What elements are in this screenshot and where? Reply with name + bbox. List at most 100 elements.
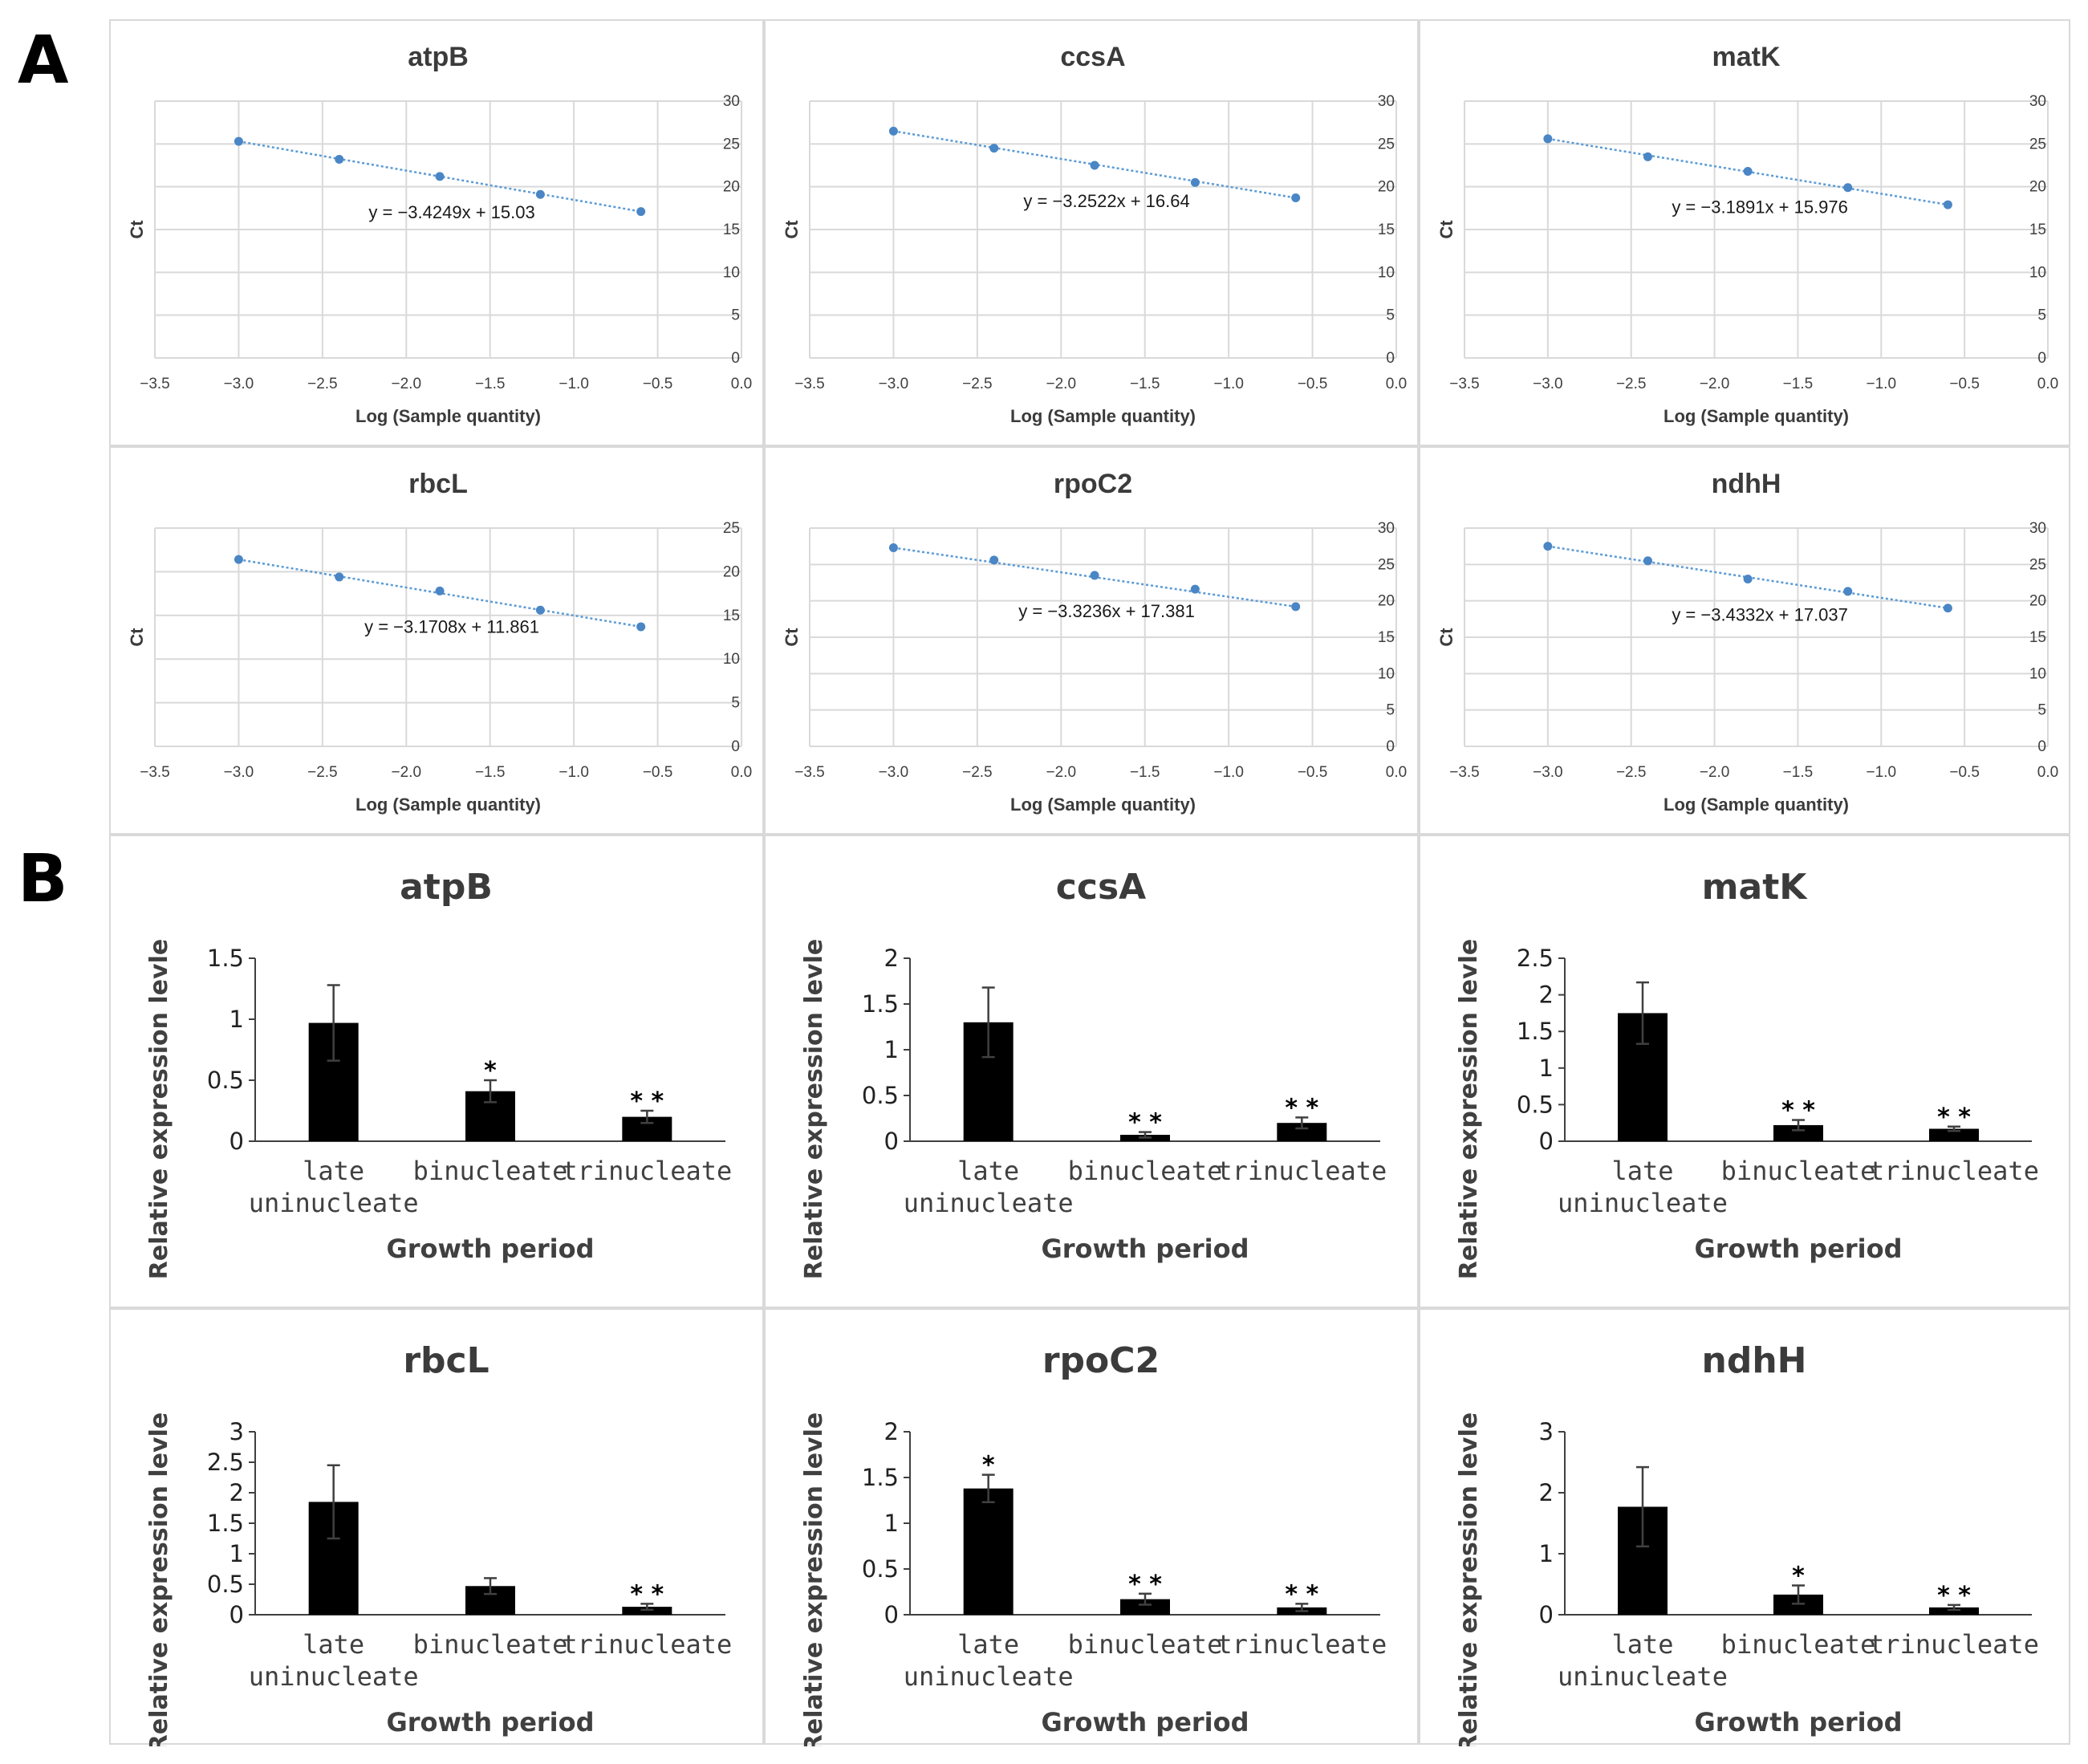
data-point (888, 543, 898, 552)
chart-svg: matK 0 5 10 15 20 25 30 −3.5 −3.0 −2.5 −2.0 −1.5 −1.0… (1436, 42, 2058, 426)
chart-title: atpB (400, 867, 493, 908)
x-axis-title: Growth period (1041, 1234, 1249, 1264)
y-tick-label: 1.5 (862, 1464, 899, 1491)
y-tick-label: 0.5 (207, 1067, 244, 1094)
chart-a-rpoc2: rpoC2 0 5 10 15 20 25 30 −3.5 −3.0 −2.5 −2.0 −1.5 −1.… (764, 446, 1419, 835)
significance-mark: * * (1937, 1582, 1971, 1610)
x-tick-label: 0.0 (731, 764, 752, 781)
chart-svg: ccsA 0 5 10 15 20 25 30 −3.5 −3.0 −2.5 −2.0 −1.5 −1.0… (782, 42, 1407, 426)
y-tick-label: 5 (1386, 702, 1395, 719)
x-tick-label: −2.5 (1616, 764, 1647, 781)
data-point (535, 605, 545, 615)
category-label: late (303, 1629, 364, 1660)
x-tick-label: 0.0 (2037, 764, 2058, 781)
category-label: binucleate (1721, 1629, 1876, 1660)
y-tick-label: 15 (2029, 629, 2046, 646)
data-point (234, 555, 243, 564)
x-axis-title: Log (Sample quantity) (1663, 795, 1849, 815)
y-tick-label: 0.5 (862, 1082, 899, 1109)
y-axis-title: Ct (1436, 628, 1456, 647)
y-axis-title: Ct (127, 220, 147, 239)
y-tick-label: 10 (1378, 264, 1395, 281)
x-tick-label: −3.0 (1533, 764, 1563, 781)
x-tick-label: −0.5 (1298, 376, 1328, 392)
data-point (435, 172, 445, 181)
chart-svg: rbcL 0 5 10 15 20 25 −3.5 −3.0 −2.5 −2.0 −1.5 −1.0 −0… (127, 469, 752, 815)
bar (1277, 1123, 1327, 1141)
data-point (1090, 161, 1099, 170)
x-tick-label: −3.0 (224, 376, 254, 392)
y-axis-title: Relative expression levle (800, 939, 828, 1279)
y-tick-label: 25 (1378, 136, 1395, 152)
category-label: uninucleate (904, 1188, 1074, 1218)
category-label: late (303, 1156, 364, 1186)
significance-mark: * (1792, 1563, 1805, 1591)
y-axis-title: Ct (782, 220, 802, 239)
data-point (1543, 134, 1553, 144)
data-point (335, 155, 344, 165)
chart-b-rpoc2: rpoC2 0 0.5 1 1.5 2 * late uninucleate * * binucle… (764, 1308, 1419, 1746)
y-tick-label: 20 (723, 563, 740, 580)
chart-title: ndhH (1702, 1340, 1807, 1381)
y-axis-title: Relative expression levle (145, 939, 173, 1279)
y-tick-label: 0.5 (1517, 1091, 1554, 1118)
y-tick-label: 1 (884, 1510, 899, 1537)
y-tick-label: 25 (723, 520, 740, 537)
x-tick-label: −0.5 (1949, 764, 1980, 781)
y-tick-label: 0 (884, 1601, 899, 1628)
y-tick-label: 25 (1378, 556, 1395, 573)
chart-title: ccsA (1060, 42, 1125, 72)
x-tick-label: −2.0 (392, 376, 422, 392)
x-tick-label: −2.0 (1046, 764, 1077, 781)
x-tick-label: 0.0 (1386, 376, 1407, 392)
chart-b-ndhh: ndhH 0 1 2 3 late uninucleate * binucleate * * tri… (1419, 1308, 2070, 1746)
x-tick-label: −2.5 (1616, 376, 1647, 392)
significance-mark: * * (1128, 1571, 1162, 1599)
bar (1929, 1607, 1979, 1615)
significance-mark: * (982, 1452, 995, 1480)
y-axis-title: Ct (127, 628, 147, 647)
trendline-equation: y = −3.2522x + 16.64 (1023, 191, 1189, 211)
chart-a-atpb: atpB 0 5 10 15 20 25 30 −3.5 −3.0 −2.5 −2.0 −1.5 −1.0… (109, 19, 764, 446)
bar (963, 1488, 1014, 1615)
category-label: uninucleate (1558, 1188, 1728, 1218)
y-tick-label: 25 (2029, 556, 2046, 573)
y-tick-label: 1 (230, 1540, 244, 1567)
y-tick-label: 0 (1539, 1601, 1554, 1628)
x-axis-title: Log (Sample quantity) (1010, 795, 1196, 815)
x-axis-title: Growth period (386, 1234, 594, 1264)
y-tick-label: 2 (884, 945, 899, 972)
x-tick-label: −3.0 (1533, 376, 1563, 392)
y-axis-title: Ct (782, 628, 802, 647)
y-tick-label: 3 (1539, 1418, 1554, 1445)
data-point (636, 622, 646, 632)
y-tick-label: 20 (723, 179, 740, 196)
x-tick-label: −2.0 (1700, 376, 1730, 392)
category-label: uninucleate (904, 1661, 1074, 1692)
x-axis-title: Log (Sample quantity) (355, 795, 541, 815)
y-tick-label: 2 (230, 1479, 244, 1506)
chart-b-matk: matK 0 0.5 1 1.5 2 2.5 late uninucleate * * binucl… (1419, 835, 2070, 1308)
category-label: uninucleate (249, 1661, 419, 1692)
x-axis-title: Log (Sample quantity) (1663, 406, 1849, 426)
x-tick-label: −1.0 (559, 376, 589, 392)
chart-a-matk: matK 0 5 10 15 20 25 30 −3.5 −3.0 −2.5 −2.0 −1.5 −1.0… (1419, 19, 2070, 446)
data-point (1743, 166, 1753, 176)
category-label: binucleate (1068, 1629, 1223, 1660)
trendline-equation: y = −3.1891x + 15.976 (1672, 197, 1848, 217)
y-tick-label: 25 (2029, 136, 2046, 152)
y-axis-title: Relative expression levle (1455, 1412, 1483, 1746)
chart-title: rpoC2 (1042, 1340, 1160, 1381)
significance-mark: * * (630, 1087, 664, 1116)
x-tick-label: −3.0 (879, 764, 909, 781)
x-tick-label: −3.0 (879, 376, 909, 392)
chart-svg: rpoC2 0 5 10 15 20 25 30 −3.5 −3.0 −2.5 −2.0 −1.5 −1.… (782, 469, 1407, 815)
x-tick-label: −3.5 (794, 764, 825, 781)
y-tick-label: 3 (230, 1418, 244, 1445)
chart-svg: ndhH 0 5 10 15 20 25 30 −3.5 −3.0 −2.5 −2.0 −1.5 −1.0… (1436, 469, 2058, 815)
chart-title: atpB (408, 42, 469, 72)
chart-title: rbcL (403, 1340, 489, 1381)
category-label: uninucleate (249, 1188, 419, 1218)
